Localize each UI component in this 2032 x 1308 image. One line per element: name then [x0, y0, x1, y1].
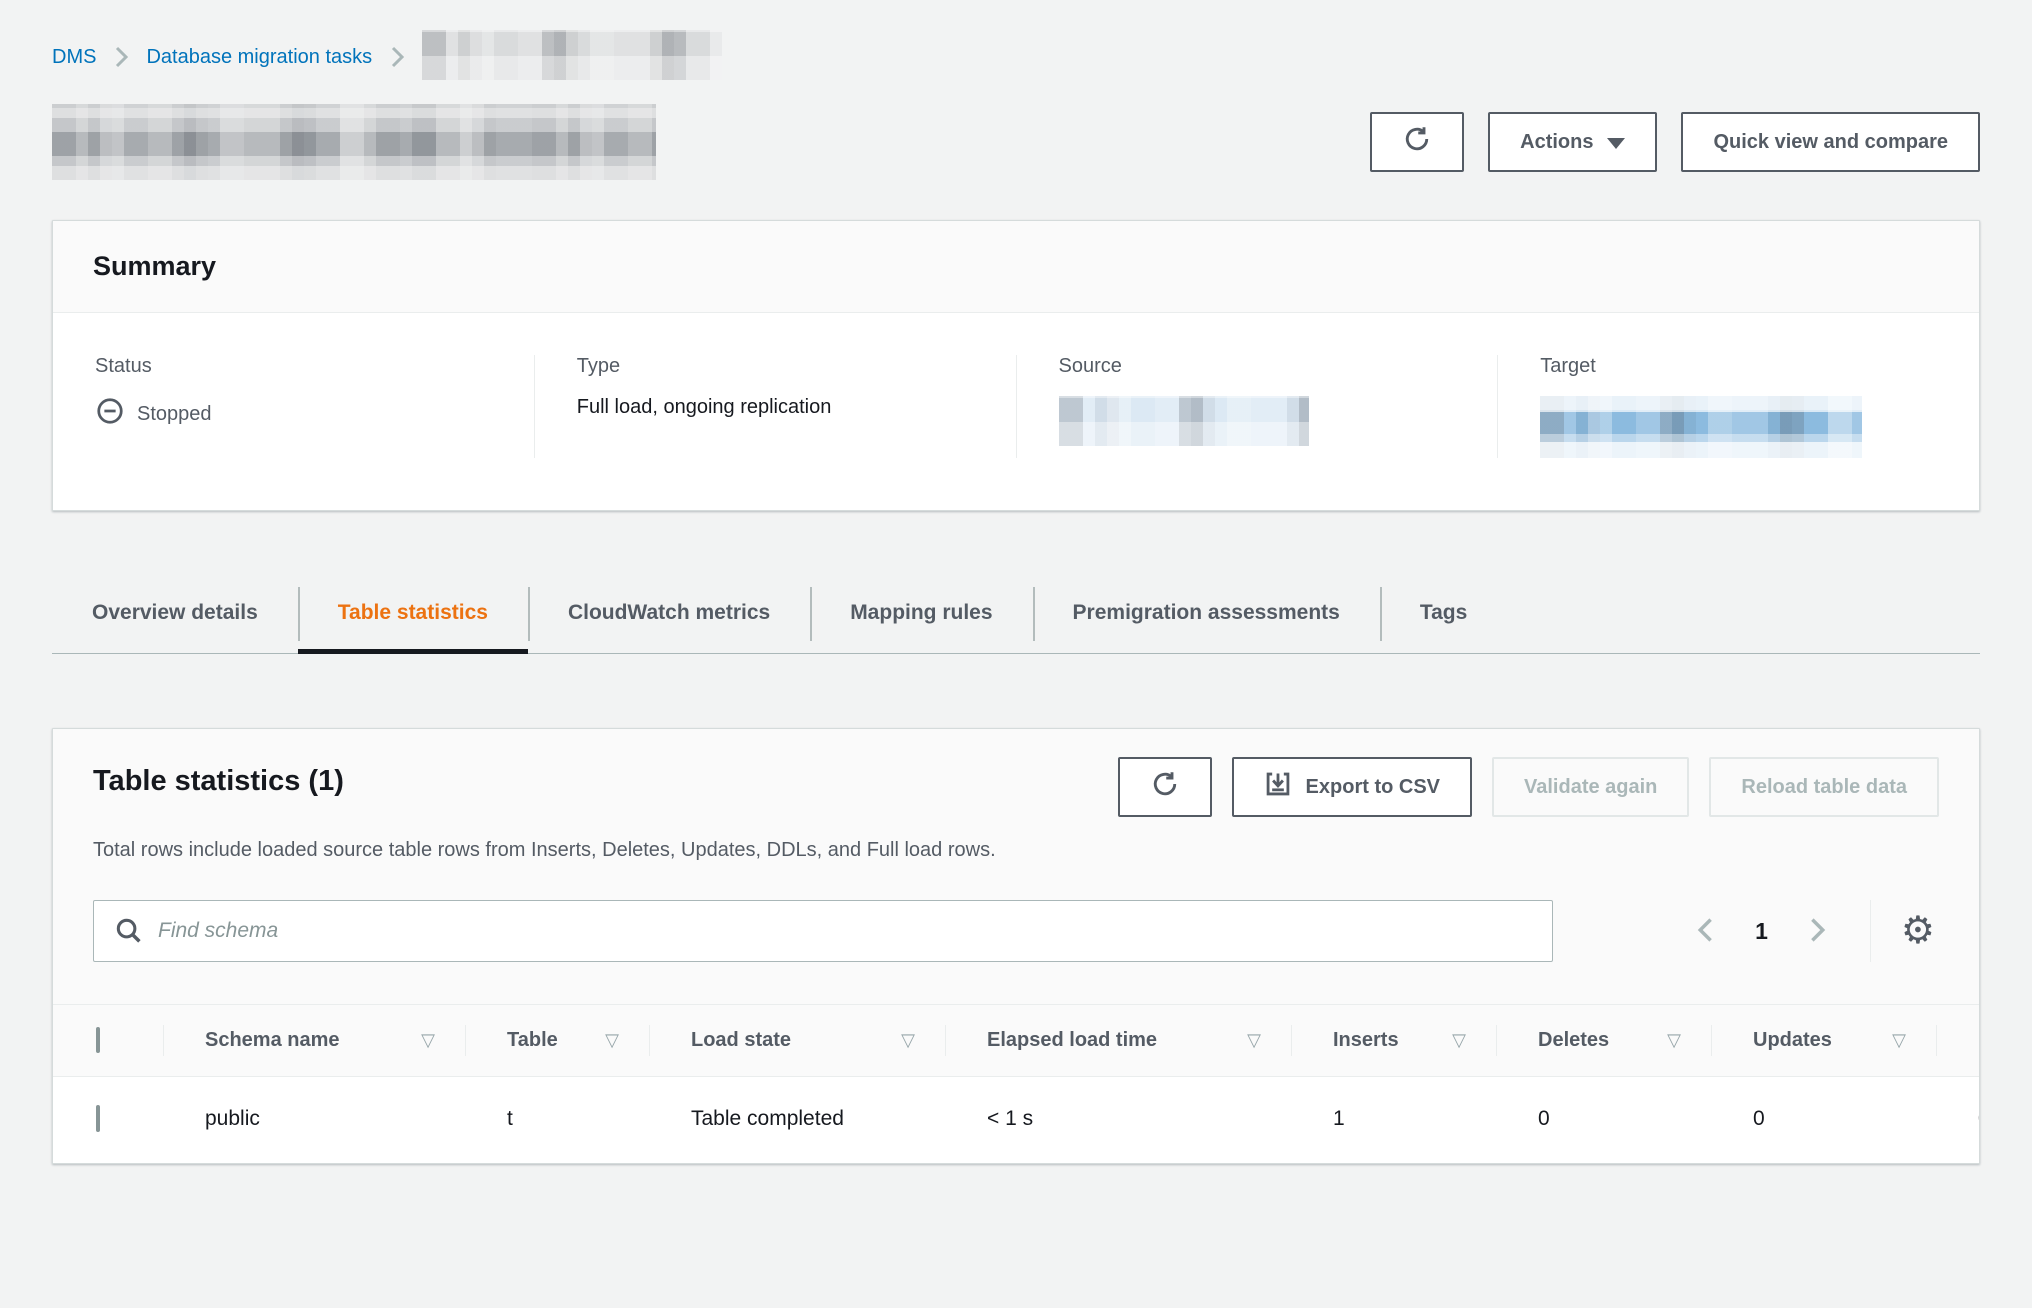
- search-icon: [113, 915, 145, 952]
- table-statistics-description: Total rows include loaded source table r…: [93, 839, 996, 861]
- cell-deletes: 0: [1496, 1076, 1711, 1163]
- dms-task-page: DMS Database migration tasks Actions Qui…: [0, 30, 2032, 1164]
- refresh-icon: [1402, 124, 1432, 160]
- summary-field-target: Target: [1497, 355, 1979, 458]
- breadcrumb-current-redacted: [422, 30, 723, 80]
- chevron-right-icon: [110, 44, 132, 70]
- column-label: Elapsed load time: [987, 1029, 1158, 1051]
- field-label: Source: [1058, 355, 1122, 377]
- reload-table-data-label: Reload table data: [1741, 775, 1907, 798]
- cell-table: t: [465, 1076, 649, 1163]
- tab-mapping-rules[interactable]: Mapping rules: [810, 585, 1032, 653]
- column-header-updates[interactable]: Updates ▽: [1711, 1004, 1936, 1077]
- select-all-checkbox[interactable]: [96, 1027, 100, 1053]
- table-statistics-table: Schema name ▽ Table ▽ Load state ▽ Elapsed …: [53, 1004, 1979, 1163]
- previous-page-button[interactable]: [1683, 909, 1729, 954]
- tab-premigration-assessments[interactable]: Premigration assessments: [1032, 585, 1380, 653]
- actions-button-label: Actions: [1520, 130, 1594, 153]
- column-header-schema-name[interactable]: Schema name ▽: [163, 1004, 465, 1077]
- row-checkbox[interactable]: [96, 1105, 100, 1132]
- chevron-right-icon: [1804, 915, 1830, 948]
- tab-overview-details[interactable]: Overview details: [92, 601, 258, 624]
- status-text: Stopped: [137, 402, 212, 425]
- validate-again-button[interactable]: Validate again: [1492, 757, 1690, 817]
- breadcrumb: DMS Database migration tasks: [52, 30, 1980, 80]
- breadcrumb-link-tasks[interactable]: Database migration tasks: [146, 45, 373, 68]
- reload-table-data-button[interactable]: Reload table data: [1709, 757, 1939, 817]
- cell-elapsed-load-time: < 1 s: [945, 1076, 1291, 1163]
- summary-field-source: Source: [1015, 355, 1498, 458]
- type-value: Full load, ongoing replication: [576, 396, 832, 418]
- source-value-redacted: [1058, 396, 1309, 446]
- schema-search: [93, 900, 1553, 962]
- table-header-row: Schema name ▽ Table ▽ Load state ▽ Elapsed …: [53, 1004, 1979, 1077]
- export-csv-button[interactable]: Export to CSV: [1231, 757, 1472, 817]
- gear-icon: ⚙: [1900, 910, 1935, 952]
- column-label: Schema name: [205, 1029, 340, 1051]
- chevron-left-icon: [1693, 915, 1719, 948]
- find-schema-input[interactable]: [93, 900, 1553, 962]
- target-value-redacted: [1540, 396, 1863, 458]
- caret-down-icon: [1607, 137, 1626, 149]
- refresh-button[interactable]: [1370, 112, 1465, 172]
- tab-tags[interactable]: Tags: [1379, 585, 1507, 653]
- settings-button[interactable]: ⚙: [1897, 912, 1939, 950]
- chevron-right-icon: [386, 44, 408, 70]
- column-header-deletes[interactable]: Deletes ▽: [1496, 1004, 1711, 1077]
- field-label: Status: [95, 355, 152, 377]
- cell-updates: 0: [1711, 1076, 1936, 1163]
- current-page-number[interactable]: 1: [1755, 917, 1768, 944]
- table-refresh-button[interactable]: [1117, 757, 1212, 817]
- column-label: Load state: [691, 1029, 792, 1051]
- actions-button[interactable]: Actions: [1488, 112, 1658, 172]
- summary-card: Summary Status Stopped Type Full load, o…: [52, 220, 1980, 511]
- quick-view-compare-button[interactable]: Quick view and compare: [1681, 112, 1980, 172]
- breadcrumb-link-dms[interactable]: DMS: [52, 45, 97, 68]
- column-header-inserts[interactable]: Inserts ▽: [1291, 1004, 1496, 1077]
- table-row: public t Table completed < 1 s 1 0 0 0: [53, 1076, 1979, 1163]
- next-page-button[interactable]: [1794, 909, 1840, 954]
- status-badge: Stopped: [95, 396, 492, 432]
- summary-field-status: Status Stopped: [53, 355, 534, 458]
- pagination: 1 ⚙: [1683, 900, 1939, 962]
- divider: [1869, 900, 1871, 962]
- column-header-table[interactable]: Table ▽: [465, 1004, 649, 1077]
- column-label: Updates: [1753, 1029, 1832, 1051]
- page-header: Actions Quick view and compare: [52, 104, 1980, 180]
- page-title-redacted: [52, 104, 656, 180]
- column-label: Deletes: [1538, 1029, 1610, 1051]
- sort-icon: ▽: [901, 1030, 915, 1050]
- export-csv-label: Export to CSV: [1305, 775, 1440, 798]
- cell-load-state: Table completed: [649, 1076, 945, 1163]
- sort-icon: ▽: [1247, 1030, 1261, 1050]
- column-label: Table: [507, 1029, 558, 1051]
- tab-cloudwatch-metrics[interactable]: CloudWatch metrics: [527, 585, 810, 653]
- tab-bar: Overview details Table statistics CloudW…: [52, 585, 1980, 654]
- sort-icon: ▽: [421, 1030, 435, 1050]
- field-label: Target: [1540, 355, 1596, 377]
- cell-schema-name: public: [163, 1076, 465, 1163]
- cell-inserts: 1: [1291, 1076, 1496, 1163]
- refresh-icon: [1150, 769, 1180, 805]
- tab-table-statistics[interactable]: Table statistics: [297, 585, 529, 654]
- column-header-ddls[interactable]: DDLs: [1936, 1004, 1979, 1077]
- download-icon: [1264, 770, 1292, 804]
- table-statistics-title: Table statistics (1): [93, 765, 344, 797]
- minus-circle-icon: [95, 396, 125, 432]
- column-header-elapsed-load-time[interactable]: Elapsed load time ▽: [945, 1004, 1291, 1077]
- quick-view-compare-label: Quick view and compare: [1713, 130, 1948, 153]
- validate-again-label: Validate again: [1524, 775, 1658, 798]
- field-label: Type: [576, 355, 621, 377]
- sort-icon: ▽: [1667, 1030, 1681, 1050]
- sort-icon: ▽: [1892, 1030, 1906, 1050]
- column-label: DDLs: [1978, 1029, 1979, 1052]
- summary-title: Summary: [53, 221, 1979, 313]
- sort-icon: ▽: [1452, 1030, 1466, 1050]
- table-statistics-card: Table statistics (1) Export to CSV: [52, 728, 1980, 1164]
- column-header-load-state[interactable]: Load state ▽: [649, 1004, 945, 1077]
- cell-ddls: 0: [1936, 1076, 1979, 1163]
- column-label: Inserts: [1333, 1029, 1399, 1051]
- sort-icon: ▽: [605, 1030, 619, 1050]
- summary-field-type: Type Full load, ongoing replication: [533, 355, 1016, 458]
